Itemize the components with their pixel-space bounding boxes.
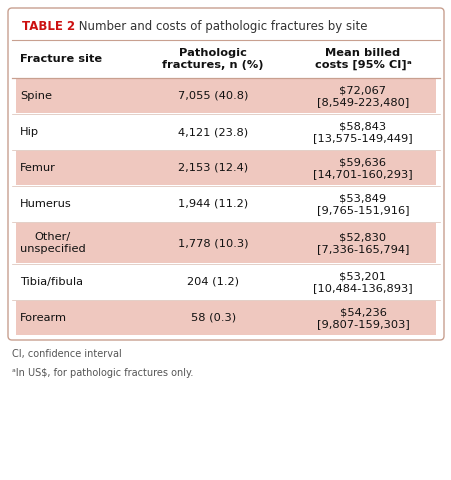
Text: Tibia/fibula: Tibia/fibula [20, 277, 83, 287]
Text: Other/
unspecified: Other/ unspecified [20, 232, 86, 254]
Text: ᵃIn US$, for pathologic fractures only.: ᵃIn US$, for pathologic fractures only. [12, 368, 193, 378]
Text: Fracture site: Fracture site [20, 54, 102, 64]
Text: $59,636
[14,701-160,293]: $59,636 [14,701-160,293] [313, 157, 412, 179]
Text: Hip: Hip [20, 127, 39, 137]
Text: 1,944 (11.2): 1,944 (11.2) [178, 199, 248, 209]
Bar [16, 79, 435, 113]
Text: $58,843
[13,575-149,449]: $58,843 [13,575-149,449] [313, 121, 412, 143]
Text: 1,778 (10.3): 1,778 (10.3) [178, 238, 248, 248]
Text: Number and costs of pathologic fractures by site: Number and costs of pathologic fractures… [75, 20, 367, 33]
Text: Femur: Femur [20, 163, 56, 173]
Text: Mean billed
costs [95% CI]ᵃ: Mean billed costs [95% CI]ᵃ [314, 48, 410, 70]
Text: $53,849
[9,765-151,916]: $53,849 [9,765-151,916] [316, 193, 408, 215]
Text: CI, confidence interval: CI, confidence interval [12, 349, 121, 359]
Text: $72,067
[8,549-223,480]: $72,067 [8,549-223,480] [316, 85, 408, 107]
Bar [16, 301, 435, 335]
Text: Spine: Spine [20, 91, 52, 101]
Text: 7,055 (40.8): 7,055 (40.8) [178, 91, 248, 101]
Text: 204 (1.2): 204 (1.2) [187, 277, 239, 287]
Text: TABLE 2: TABLE 2 [22, 20, 75, 33]
Bar [16, 151, 435, 185]
Text: 4,121 (23.8): 4,121 (23.8) [178, 127, 248, 137]
Text: $53,201
[10,484-136,893]: $53,201 [10,484-136,893] [313, 271, 412, 293]
Text: Forearm: Forearm [20, 313, 67, 323]
Text: $54,236
[9,807-159,303]: $54,236 [9,807-159,303] [316, 307, 409, 329]
Text: Pathologic
fractures, n (%): Pathologic fractures, n (%) [162, 48, 263, 70]
Bar [16, 223, 435, 263]
Text: Humerus: Humerus [20, 199, 72, 209]
Text: $52,830
[7,336-165,794]: $52,830 [7,336-165,794] [316, 232, 408, 254]
FancyBboxPatch shape [8, 8, 443, 340]
Text: 58 (0.3): 58 (0.3) [190, 313, 235, 323]
Text: 2,153 (12.4): 2,153 (12.4) [178, 163, 248, 173]
